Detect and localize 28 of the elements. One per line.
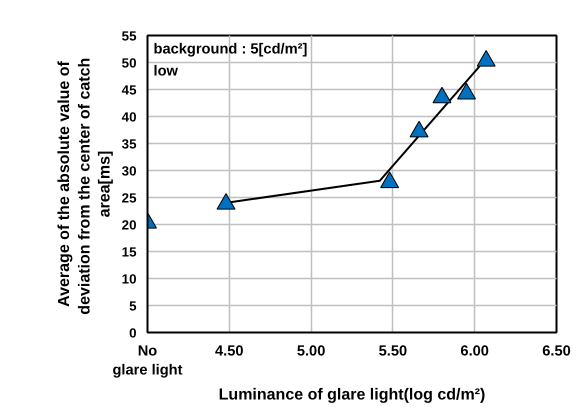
x-tick-label: No glare light [112,344,183,379]
y-tick-label: 25 [122,190,138,206]
point [432,86,452,104]
y-tick-label: 40 [122,110,137,124]
y-tick-label: 0 [129,326,137,340]
y-tick-label: 50 [122,56,137,70]
x-tick-label: 6.00 [460,344,489,360]
point [410,120,429,138]
point [216,193,236,210]
x-tick-label: 6.50 [542,344,571,360]
point [380,171,400,188]
x-tick-label: 5.50 [378,344,408,360]
y-axis-title: Average of the absolute value of deviation from the center of catch area[ms] [56,58,114,315]
x-tick-label: 4.50 [215,344,244,360]
x-tick-label: 5.00 [296,344,326,360]
point [457,82,476,100]
y-tick-label: 30 [122,164,137,178]
y-tick-label: 45 [122,82,138,98]
y-tick-label: 55 [122,28,138,44]
y-tick-label: 5 [129,298,138,314]
y-tick-label: 35 [122,136,138,152]
annotation: background : 5[cd/m²] [154,42,308,58]
y-tick-label: 20 [122,218,137,232]
x-axis-title: Luminance of glare light(log cd/m²) [218,386,486,404]
point [476,50,496,67]
annotation: low [154,64,179,80]
y-tick-label: 15 [122,244,138,260]
y-tick-label: 10 [122,272,137,286]
